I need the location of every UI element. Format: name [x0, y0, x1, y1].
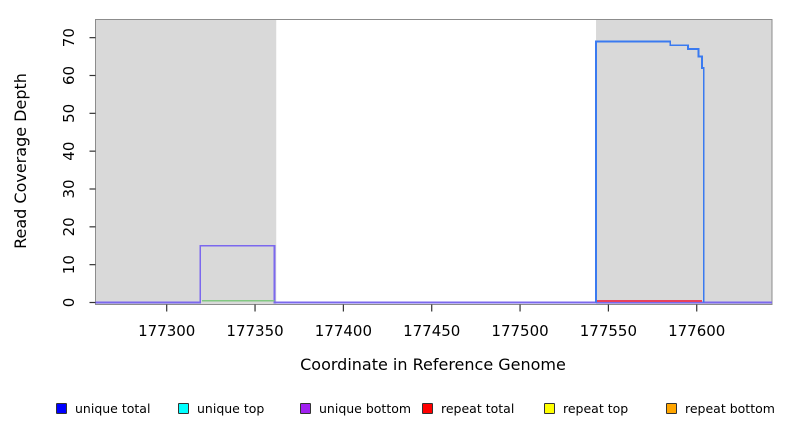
x-tick-label: 177400	[315, 322, 372, 340]
legend-label: unique bottom	[319, 401, 412, 416]
series-unique-total-coverage-block	[595, 40, 705, 303]
legend-swatch-icon	[56, 403, 67, 414]
chart-canvas: 177300 177350 177400 177450 177500 177550 1776…	[11, 19, 773, 374]
legend-swatch-icon	[422, 403, 433, 414]
legend-item-repeat-top: repeat top	[544, 402, 666, 432]
plot-border-rect	[95, 19, 773, 305]
x-tick-label: 177350	[226, 322, 283, 340]
legend-label: repeat bottom	[685, 401, 775, 416]
x-tick-label: 177550	[580, 322, 637, 340]
legend-label: unique top	[197, 401, 265, 416]
x-axis-title: Coordinate in Reference Genome	[300, 355, 566, 374]
plot-border	[95, 19, 773, 305]
y-tick-label: 0	[60, 298, 78, 308]
series-unique-bottom-baseline-with-box	[95, 244, 772, 304]
legend-label: unique total	[75, 401, 151, 416]
x-axis: 177300 177350 177400 177450 177500 177550 1776…	[138, 304, 725, 340]
masked-region	[596, 19, 772, 305]
legend-item-unique-total: unique total	[56, 402, 178, 432]
y-tick-label: 10	[60, 255, 78, 274]
legend-item-repeat-total: repeat total	[422, 402, 544, 432]
y-axis-title: Read Coverage Depth	[11, 73, 30, 249]
coverage-series	[95, 40, 772, 304]
y-tick-label: 40	[60, 142, 78, 161]
y-tick-label: 70	[60, 28, 78, 47]
y-tick-label: 20	[60, 217, 78, 236]
legend-swatch-icon	[544, 403, 555, 414]
x-tick-label: 177500	[491, 322, 548, 340]
legend-swatch-icon	[300, 403, 311, 414]
x-tick-label: 177300	[138, 322, 195, 340]
y-axis: 0 10 20 30 40 50 60 70	[60, 28, 96, 307]
masked-regions	[95, 19, 772, 305]
legend-swatch-icon	[178, 403, 189, 414]
legend-swatch-icon	[666, 403, 677, 414]
legend-item-repeat-bottom: repeat bottom	[666, 402, 788, 432]
legend-item-unique-top: unique top	[178, 402, 300, 432]
y-tick-label: 50	[60, 104, 78, 123]
y-tick-label: 30	[60, 179, 78, 198]
masked-region	[95, 19, 277, 305]
legend-label: repeat top	[563, 401, 629, 416]
legend-label: repeat total	[441, 401, 515, 416]
x-tick-label: 177600	[668, 322, 725, 340]
legend-item-unique-bottom: unique bottom	[300, 402, 422, 432]
x-tick-label: 177450	[403, 322, 460, 340]
legend: unique total unique top unique bottom repea…	[0, 392, 792, 432]
y-tick-label: 60	[60, 66, 78, 85]
